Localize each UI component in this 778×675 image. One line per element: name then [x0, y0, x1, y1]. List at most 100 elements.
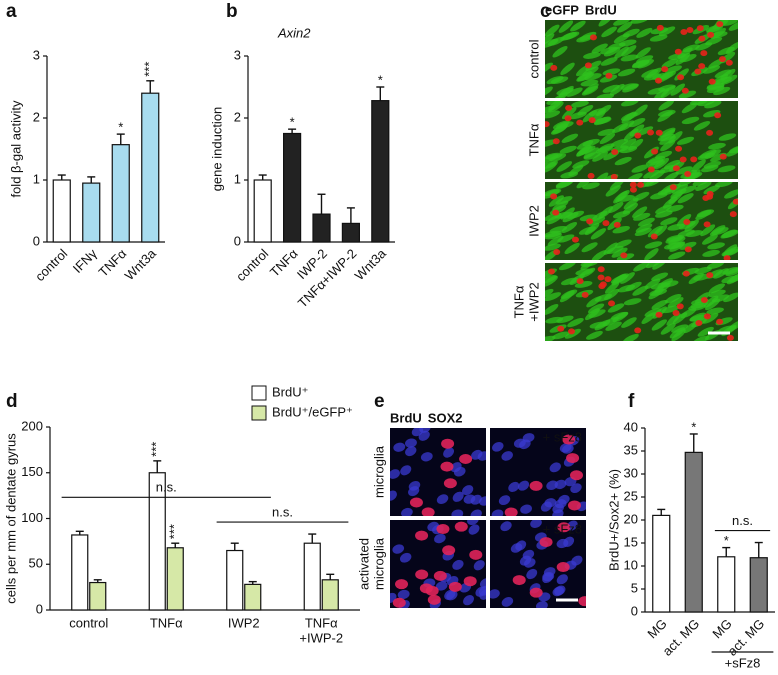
- cell: [597, 128, 616, 136]
- cell: [596, 93, 615, 98]
- nucleus: [522, 433, 535, 443]
- significance: *: [724, 533, 729, 548]
- cell: [711, 227, 729, 236]
- cell: [729, 145, 738, 154]
- labelled-nucleus: [708, 78, 716, 85]
- nucleus: [535, 601, 548, 608]
- cell: [621, 111, 637, 124]
- cell: [558, 263, 576, 271]
- cell: [708, 283, 725, 294]
- cell: [582, 182, 600, 190]
- nucleus: [522, 549, 535, 560]
- nucleus: [390, 490, 397, 501]
- nucleus: [549, 462, 561, 473]
- significance: *: [691, 419, 696, 434]
- bar: [71, 534, 89, 611]
- cell: [559, 290, 575, 303]
- labelled-nucleus: [672, 309, 680, 316]
- cell: [545, 275, 558, 287]
- cell: [720, 68, 736, 81]
- cell: [701, 164, 719, 173]
- cell: [561, 107, 577, 120]
- error-bar: [75, 530, 84, 535]
- labelled-nucleus: [597, 266, 605, 273]
- cell: [611, 247, 628, 258]
- y-tick-label: 2: [234, 109, 241, 124]
- cell: [682, 44, 700, 53]
- labelled-nucleus: [672, 165, 680, 172]
- labelled-nucleus: [681, 87, 689, 94]
- cell: [650, 192, 668, 200]
- nucleus: [420, 452, 433, 462]
- cell: [664, 293, 682, 304]
- x-tick-label: MG: [644, 616, 669, 641]
- panel-letter: b: [226, 1, 238, 22]
- cell: [610, 311, 629, 320]
- labelled-nucleus: [448, 581, 462, 592]
- cell: [723, 292, 738, 303]
- nucleus: [501, 597, 514, 607]
- bar: [303, 542, 321, 611]
- cell: [605, 185, 621, 197]
- cell: [604, 288, 620, 301]
- nucleus: [477, 451, 486, 461]
- cell: [688, 272, 704, 285]
- cell: [618, 39, 637, 47]
- x-tick-label: act. MG: [660, 616, 703, 659]
- cell: [649, 34, 668, 42]
- cell: [724, 189, 738, 199]
- cell: [631, 164, 649, 173]
- labelled-nucleus: [576, 278, 584, 285]
- y-axis-label: cells per mm of dentate gyrus: [3, 433, 18, 604]
- cell: [666, 204, 684, 212]
- chart-title: Axin2: [277, 25, 311, 40]
- cell: [588, 216, 606, 226]
- labelled-nucleus: [529, 480, 543, 491]
- error-bar: [93, 579, 102, 583]
- y-tick-label: 0: [631, 603, 638, 618]
- panel-letter: d: [6, 391, 18, 412]
- cell: [700, 224, 716, 237]
- error-bar: [87, 176, 96, 184]
- labelled-nucleus: [718, 56, 726, 63]
- labelled-nucleus: [604, 276, 612, 283]
- labelled-nucleus: [550, 64, 558, 71]
- labelled-nucleus: [442, 545, 456, 556]
- nucleus: [508, 481, 520, 492]
- column-label: + sFz8: [543, 429, 582, 444]
- cell: [586, 330, 603, 340]
- labelled-nucleus: [584, 62, 592, 69]
- labelled-nucleus: [674, 48, 682, 55]
- labelled-nucleus: [723, 255, 731, 260]
- cell: [669, 241, 686, 252]
- cell: [620, 138, 637, 149]
- nucleus: [526, 568, 538, 580]
- y-tick-label: 30: [624, 465, 638, 480]
- error-bar: [248, 580, 257, 585]
- cell: [708, 142, 726, 150]
- cell: [692, 335, 710, 341]
- cell: [652, 225, 668, 238]
- cell: [638, 217, 655, 227]
- cell: [617, 284, 636, 293]
- labelled-nucleus: [682, 270, 690, 277]
- cell: [694, 266, 712, 275]
- cell: [666, 313, 681, 326]
- cell: [692, 182, 710, 187]
- column-label: + sFz8: [543, 521, 582, 536]
- x-tick-label: MG: [709, 616, 734, 641]
- legend-label: BrdU⁺/eGFP⁺: [272, 404, 353, 419]
- cell: [660, 323, 676, 335]
- cell: [651, 272, 669, 282]
- cell: [633, 212, 651, 221]
- y-axis-label: fold β-gal activity: [8, 100, 23, 198]
- bar: [89, 581, 107, 611]
- cell: [676, 136, 695, 145]
- bar: [749, 557, 768, 613]
- labelled-nucleus: [395, 579, 409, 590]
- cell: [644, 241, 663, 249]
- x-tick-label: Wnt3a: [122, 245, 160, 283]
- group-label: +sFz8: [725, 655, 761, 670]
- y-axis-label: BrdU+/Sox2+ (%): [606, 469, 621, 571]
- cell: [602, 84, 620, 93]
